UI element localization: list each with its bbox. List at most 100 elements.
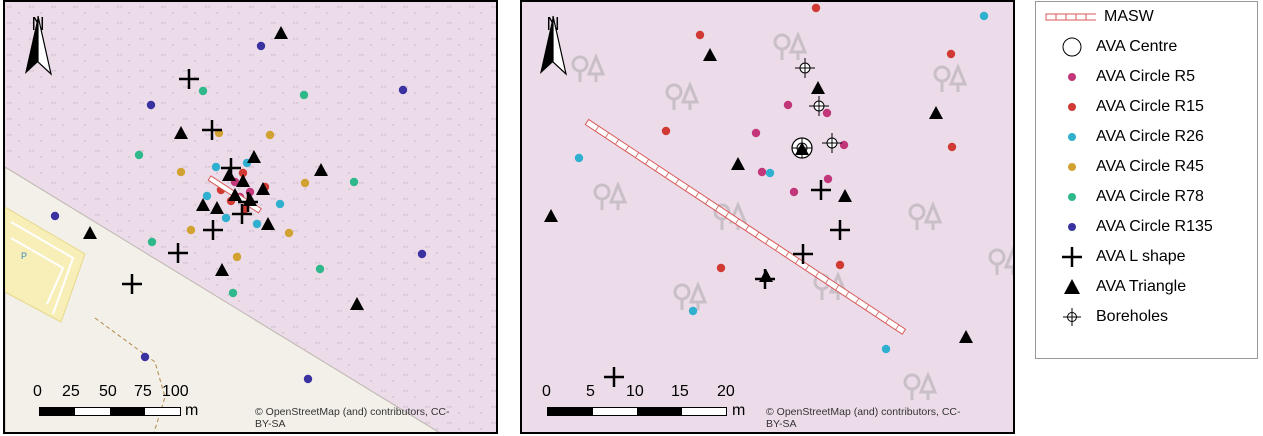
masw-line-icon [1036, 5, 1103, 29]
r26-point [783, 100, 793, 110]
r45-point [265, 130, 275, 140]
legend-item-masw: MASW [1036, 5, 1154, 29]
ava-l-shape-marker [830, 220, 850, 240]
ava-triangle-marker [210, 201, 224, 214]
ava-l-shape-marker [202, 120, 222, 140]
r78-point [147, 237, 157, 247]
legend-label: AVA Triangle [1096, 278, 1187, 295]
masw-line [584, 118, 907, 335]
r26-point [221, 213, 231, 223]
ava-triangle-marker [247, 150, 261, 163]
r15-point [947, 142, 957, 152]
r15-point [835, 260, 845, 270]
attribution-line-2: BY-SA [255, 418, 286, 430]
legend-item-r15: AVA Circle R15 [1036, 95, 1204, 119]
ava-triangle-marker [222, 168, 236, 181]
dot-icon [1036, 65, 1096, 89]
scale-tick-75: 75 [134, 383, 152, 400]
r78-point [228, 288, 238, 298]
legend-label: AVA Circle R45 [1096, 158, 1204, 175]
open-circle-icon [1036, 35, 1096, 59]
r26-point [757, 167, 767, 177]
ava-triangle-marker [256, 182, 270, 195]
r15-point [716, 263, 726, 273]
ava-triangle-marker [196, 198, 210, 211]
north-arrow-icon [25, 15, 53, 76]
r26-point [751, 128, 761, 138]
map-attribution: © OpenStreetMap (and) contributors, CC- … [255, 406, 449, 430]
triangle-icon [1036, 275, 1096, 299]
legend-item-r45: AVA Circle R45 [1036, 155, 1204, 179]
ava-l-shape-marker [755, 269, 775, 289]
r15-point [695, 30, 705, 40]
attribution-line-1: © OpenStreetMap (and) contributors, CC- [766, 406, 961, 418]
legend-label: AVA L shape [1096, 248, 1186, 265]
r135-point [146, 100, 156, 110]
legend-item-r5: AVA Circle R5 [1036, 65, 1195, 89]
dot-icon [1036, 215, 1096, 239]
parking-label: P [21, 251, 28, 261]
r26-point [211, 162, 221, 172]
r78-point [134, 150, 144, 160]
ava-l-shape-marker [793, 244, 813, 264]
scale-tick-10: 10 [626, 383, 644, 400]
ava-l-shape-marker [179, 69, 199, 89]
borehole-marker [795, 58, 815, 78]
north-arrow: N [538, 14, 568, 76]
r26-point [822, 108, 832, 118]
r26-point [789, 187, 799, 197]
ava-triangle-marker [795, 142, 809, 155]
ava-triangle-marker [544, 209, 558, 222]
ava-triangle-marker [929, 106, 943, 119]
legend-item-boreholes: Boreholes [1036, 305, 1168, 329]
ava-l-shape-marker [238, 192, 258, 212]
scale-unit: m [185, 402, 199, 419]
legend-label: AVA Circle R15 [1096, 98, 1204, 115]
attribution-line-1: © OpenStreetMap (and) contributors, CC- [255, 406, 450, 418]
r26-point [574, 153, 584, 163]
r26-point [823, 174, 833, 184]
borehole-marker [809, 96, 829, 116]
ava-triangle-marker [838, 189, 852, 202]
ava-triangle-marker [350, 297, 364, 310]
ava-triangle-marker [261, 217, 275, 230]
legend-item-triangle: AVA Triangle [1036, 275, 1186, 299]
map-attribution: © OpenStreetMap (and) contributors, CC- … [766, 406, 960, 430]
legend-label: AVA Circle R5 [1096, 68, 1195, 85]
legend-item-r26: AVA Circle R26 [1036, 125, 1204, 149]
r26-point [252, 219, 262, 229]
r45-point [186, 225, 196, 235]
r26-point [765, 168, 775, 178]
detail-map-canvas [522, 2, 1013, 432]
r45-point [284, 228, 294, 238]
ava-l-shape-marker [203, 220, 223, 240]
legend-item-r135: AVA Circle R135 [1036, 215, 1213, 239]
detail-survey-points [544, 3, 989, 387]
ava-triangle-marker [811, 81, 825, 94]
scale-tick-0: 0 [542, 383, 551, 400]
ava-l-shape-marker [122, 274, 142, 294]
legend-label: MASW [1104, 8, 1154, 25]
ava-triangle-marker [83, 226, 97, 239]
scale-tick-15: 15 [671, 383, 689, 400]
scale-tick-20: 20 [717, 383, 735, 400]
r135-point [417, 249, 427, 259]
scale-tick-100: 100 [162, 383, 189, 400]
map-panel-detail[interactable]: N 0 5 10 15 20 m © OpenStreetMap (and) c… [520, 0, 1015, 434]
ava-triangle-marker [236, 174, 250, 187]
r78-point [198, 86, 208, 96]
overview-survey-points [50, 26, 427, 384]
scale-unit: m [732, 402, 746, 419]
r15-point [238, 168, 248, 178]
map-panel-overview[interactable]: ″″ ″ N 0 25 50 75 100 m © OpenStreetMap … [3, 0, 498, 434]
legend-label: AVA Circle R135 [1096, 218, 1213, 235]
north-arrow: N [23, 14, 53, 76]
r15-point [811, 3, 821, 13]
r135-point [303, 374, 313, 384]
attribution-line-2: BY-SA [766, 418, 797, 430]
r135-point [256, 41, 266, 51]
r78-point [299, 90, 309, 100]
dot-icon [1036, 155, 1096, 179]
r45-point [300, 178, 310, 188]
legend-label: Boreholes [1096, 308, 1169, 325]
